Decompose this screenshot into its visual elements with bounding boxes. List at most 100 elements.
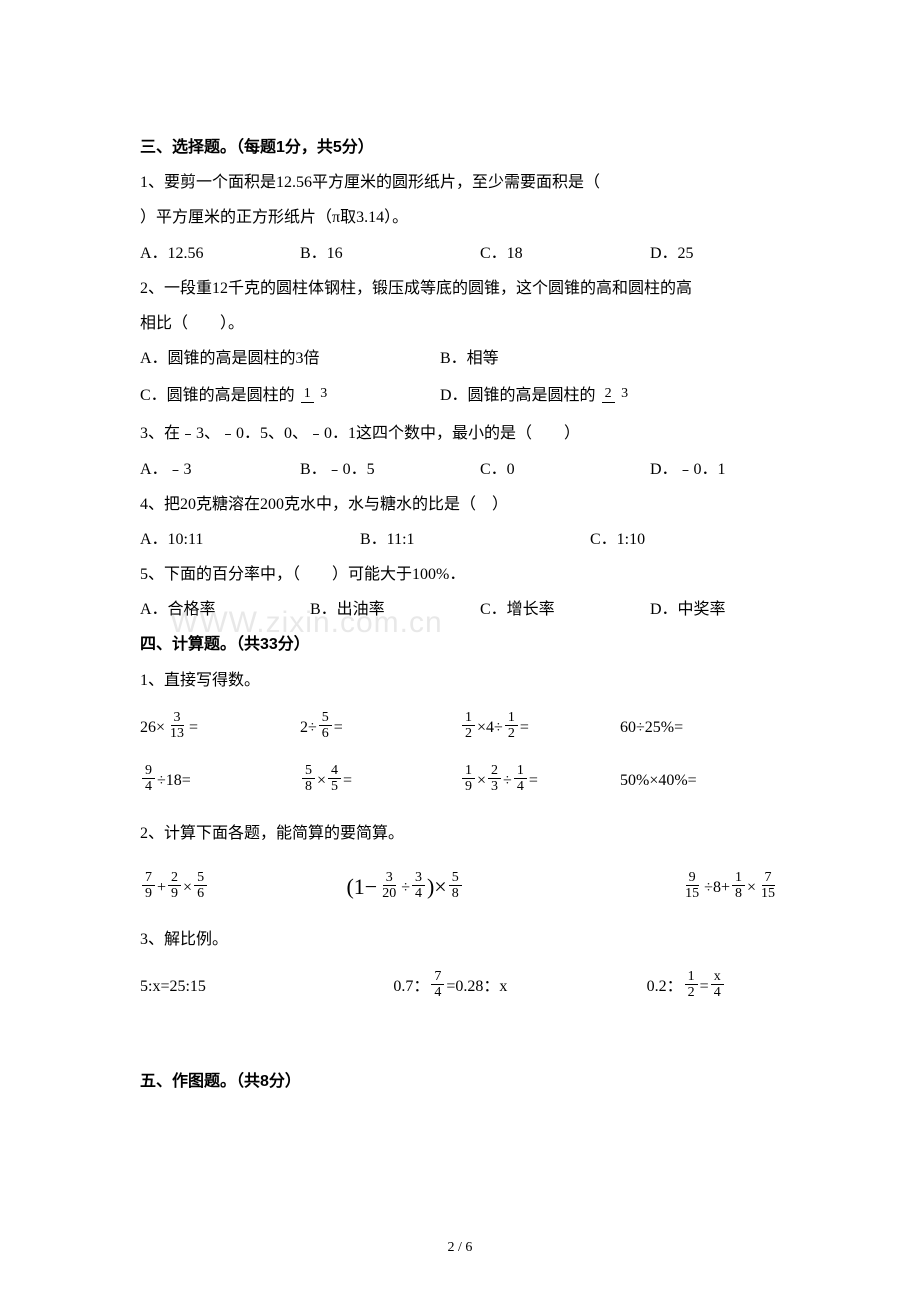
expr: 26× <box>140 710 165 745</box>
q5-optA: A．合格率 <box>140 592 310 627</box>
q1-options: A．12.56 B．16 C．18 D．25 <box>140 236 780 271</box>
frac: 45 <box>328 763 341 795</box>
calc-row1: 26× 313 = 2÷ 56 = 12 ×4÷ 12 = 60÷25%= <box>140 710 780 745</box>
n: 1 <box>505 710 518 726</box>
m1: ÷8+ <box>704 870 730 905</box>
d: 4 <box>711 985 724 1000</box>
d: 8 <box>302 779 315 794</box>
q5-optD: D．中奖率 <box>650 592 726 627</box>
q1-optC: C．18 <box>480 236 650 271</box>
frac: 19 <box>462 763 475 795</box>
e1: 79 + 29 × 56 <box>140 863 346 911</box>
tail: = <box>334 710 343 745</box>
d: 4 <box>514 779 527 794</box>
m: × <box>183 870 192 905</box>
n: 9 <box>142 763 155 779</box>
n: 4 <box>328 763 341 779</box>
frac-den: 3 <box>618 386 631 401</box>
d: 6 <box>319 726 332 741</box>
expr: 2÷ <box>300 710 317 745</box>
sub3: 3、解比例。 <box>140 922 780 957</box>
q2-optC-frac: 1 3 <box>301 386 331 402</box>
frac: x4 <box>711 969 724 1001</box>
d: 6 <box>194 886 207 901</box>
q2-optB: B．相等 <box>440 341 499 376</box>
n: 5 <box>319 710 332 726</box>
a: 0.2： <box>647 969 683 1004</box>
d: 4 <box>412 886 425 901</box>
q3-optD: D．﹣0．1 <box>650 452 726 487</box>
section3-title: 三、选择题。（每题1分，共5分） <box>140 130 780 165</box>
r1c1: 26× 313 = <box>140 710 300 745</box>
frac: 12 <box>462 710 475 742</box>
a: 0.7： <box>393 969 429 1004</box>
n: 5 <box>302 763 315 779</box>
q2-options-cd: C．圆锥的高是圆柱的 1 3 D．圆锥的高是圆柱的 2 3 <box>140 376 780 416</box>
calc-row4: 5:x=25:15 0.7： 74 =0.28：x 0.2： 12 = x4 <box>140 969 780 1004</box>
frac: 58 <box>302 763 315 795</box>
q3-optC: C．0 <box>480 452 650 487</box>
p1: 5:x=25:15 <box>140 969 273 1004</box>
q3-optB: B．﹣0．5 <box>300 452 480 487</box>
n: 3 <box>412 870 425 886</box>
frac: 715 <box>758 870 778 902</box>
tail: = <box>520 710 529 745</box>
calc-row2: 94 ÷18= 58 × 45 = 19 × 23 ÷ 14 = 50%×40%… <box>140 763 780 798</box>
r1c3: 12 ×4÷ 12 = <box>460 710 620 745</box>
frac-den: 3 <box>317 386 330 401</box>
q1-optD: D．25 <box>650 236 694 271</box>
frac: 12 <box>685 969 698 1001</box>
section5-title: 五、作图题。（共8分） <box>140 1064 780 1099</box>
n: 1 <box>732 870 745 886</box>
m2: × <box>747 870 756 905</box>
b: = <box>700 969 709 1004</box>
m1: × <box>477 763 486 798</box>
m2: ÷ <box>503 763 512 798</box>
q4-optA: A．10:11 <box>140 522 360 557</box>
frac-num: 2 <box>602 386 615 402</box>
n: 7 <box>431 969 444 985</box>
d: 2 <box>462 726 475 741</box>
n: 1 <box>514 763 527 779</box>
mid: ×4÷ <box>477 710 503 745</box>
tail: = <box>343 763 352 798</box>
q2-line1: 2、一段重12千克的圆柱体钢柱，锻压成等底的圆锥，这个圆锥的高和圆柱的高 <box>140 271 780 306</box>
n: 1 <box>685 969 698 985</box>
q2-options-ab: A．圆锥的高是圆柱的3倍 B．相等 <box>140 341 780 376</box>
frac: 79 <box>142 870 155 902</box>
q2-optA: A．圆锥的高是圆柱的3倍 <box>140 341 440 376</box>
tail: = <box>189 710 198 745</box>
q2-optD-frac: 2 3 <box>602 386 632 402</box>
q5-optB: B．出油率 <box>310 592 480 627</box>
frac: 23 <box>488 763 501 795</box>
frac: 12 <box>505 710 518 742</box>
q1-optA: A．12.56 <box>140 236 300 271</box>
r2c1: 94 ÷18= <box>140 763 300 798</box>
q1-optB: B．16 <box>300 236 480 271</box>
r2c3: 19 × 23 ÷ 14 = <box>460 763 620 798</box>
q4-optC: C．1:10 <box>590 522 645 557</box>
d: 2 <box>685 985 698 1000</box>
q4-options: A．10:11 B．11:1 C．1:10 <box>140 522 780 557</box>
q5-text: 5、下面的百分率中，（ ）可能大于100%． <box>140 557 780 592</box>
r1c2: 2÷ 56 = <box>300 710 460 745</box>
frac: 56 <box>194 870 207 902</box>
page-number: 2 / 6 <box>0 1233 920 1264</box>
q4-text: 4、把20克糖溶在200克水中，水与糖水的比是（ ） <box>140 487 780 522</box>
n: 3 <box>383 870 396 886</box>
n: 2 <box>168 870 181 886</box>
q2-optD: D．圆锥的高是圆柱的 2 3 <box>440 376 633 416</box>
d: 20 <box>379 886 399 901</box>
mid: × <box>317 763 326 798</box>
frac: 94 <box>142 763 155 795</box>
d: 4 <box>431 985 444 1000</box>
d: 5 <box>328 779 341 794</box>
lparen: (1− <box>346 863 377 911</box>
n: 5 <box>449 870 462 886</box>
p2: 0.7： 74 =0.28：x <box>393 969 526 1004</box>
n: 1 <box>462 710 475 726</box>
q2-optC: C．圆锥的高是圆柱的 1 3 <box>140 376 440 416</box>
q2-optC-text: C．圆锥的高是圆柱的 <box>140 376 295 416</box>
m1: ÷ <box>401 870 410 905</box>
frac: 915 <box>682 870 702 902</box>
